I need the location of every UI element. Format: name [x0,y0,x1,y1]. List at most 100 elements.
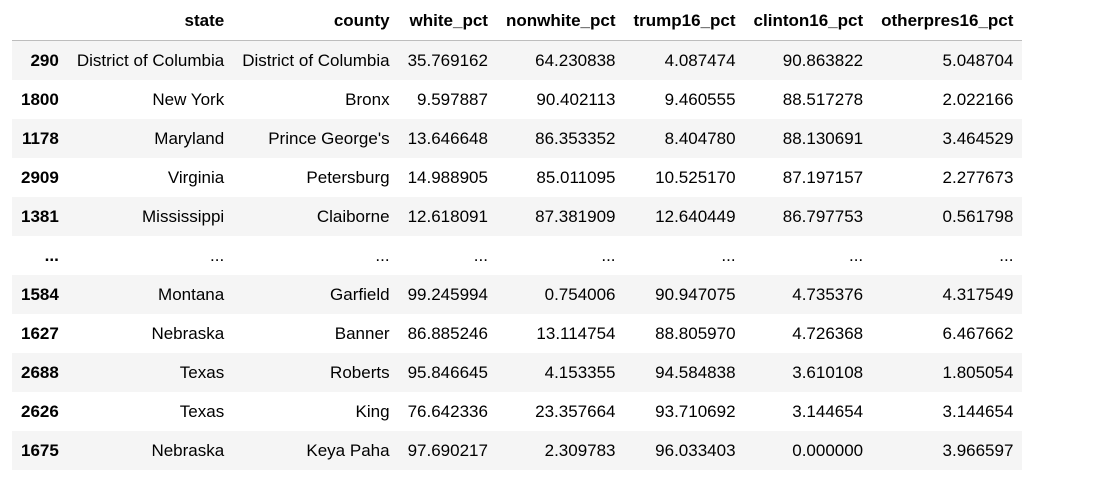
table-header: state county white_pct nonwhite_pct trum… [12,2,1023,41]
cell-county: Keya Paha [306,441,390,460]
table-row: 2909 Virginia Petersburg 14.988905 85.011095… [12,158,1023,197]
row-index: 1627 [21,324,59,343]
cell-state: Montana [158,285,225,304]
cell-nonwhite-pct: ... [601,246,616,265]
cell-county: Claiborne [316,207,390,226]
cell-clinton16-pct: 88.130691 [782,129,864,148]
cell-trump16-pct: 93.710692 [655,402,736,421]
row-index: ... [44,246,59,265]
cell-otherpres16-pct: 3.966597 [942,441,1014,460]
cell-otherpres16-pct: ... [999,246,1014,265]
table-row: 1381 Mississippi Claiborne 12.618091 87.3819… [12,197,1023,236]
table-row: 1627 Nebraska Banner 86.885246 13.114754 88.8… [12,314,1023,353]
cell-otherpres16-pct: 2.022166 [942,90,1014,109]
cell-clinton16-pct: 87.197157 [782,168,864,187]
cell-nonwhite-pct: 0.754006 [544,285,616,304]
cell-nonwhite-pct: 4.153355 [544,363,616,382]
row-index: 1800 [21,90,59,109]
cell-clinton16-pct: 86.797753 [782,207,864,226]
cell-trump16-pct: ... [721,246,736,265]
cell-white-pct: 14.988905 [407,168,488,187]
cell-state: Maryland [154,129,225,148]
cell-clinton16-pct: 3.610108 [792,363,864,382]
cell-clinton16-pct: 88.517278 [782,90,864,109]
row-index: 2909 [21,168,59,187]
cell-clinton16-pct: 90.863822 [782,51,864,70]
cell-state: Virginia [167,168,225,187]
cell-nonwhite-pct: 90.402113 [536,90,616,109]
cell-white-pct: 99.245994 [407,285,488,304]
row-index: 290 [30,51,59,70]
cell-white-pct: 13.646648 [407,129,488,148]
cell-trump16-pct: 12.640449 [655,207,736,226]
table-row: 2626 Texas King 76.642336 23.357664 93.710692… [12,392,1023,431]
cell-trump16-pct: 96.033403 [655,441,736,460]
cell-state: Texas [179,363,225,382]
cell-trump16-pct: 8.404780 [664,129,736,148]
cell-state: Nebraska [151,324,225,343]
cell-otherpres16-pct: 3.144654 [942,402,1014,421]
cell-county: Banner [334,324,390,343]
cell-nonwhite-pct: 87.381909 [535,207,616,226]
column-header-state: state [67,2,234,41]
cell-county: Garfield [330,285,390,304]
row-index: 1584 [21,285,59,304]
cell-state: ... [210,246,225,265]
cell-nonwhite-pct: 86.353352 [535,129,616,148]
row-index: 1178 [21,129,59,148]
cell-nonwhite-pct: 64.230838 [535,51,616,70]
cell-county: Prince George's [268,129,390,148]
cell-clinton16-pct: 4.726368 [792,324,864,343]
column-header-otherpres16-pct: otherpres16_pct [872,2,1023,41]
cell-state: Texas [179,402,225,421]
cell-nonwhite-pct: 2.309783 [544,441,616,460]
dataframe-output: state county white_pct nonwhite_pct trum… [12,2,1023,470]
column-header-trump16-pct: trump16_pct [624,2,745,41]
table-row: 1178 Maryland Prince George's 13.646648 86.3… [12,119,1023,158]
cell-clinton16-pct: ... [848,246,864,265]
row-index: 1381 [21,207,59,226]
cell-white-pct: 35.769162 [407,51,488,70]
column-header-county: county [233,2,399,41]
table-row: 1675 Nebraska Keya Paha 97.690217 2.309783 96… [12,431,1023,470]
cell-trump16-pct: 90.947075 [655,285,736,304]
row-index: 2626 [21,402,59,421]
cell-otherpres16-pct: 1.805054 [942,363,1014,382]
cell-trump16-pct: 88.805970 [655,324,736,343]
table-row: 1584 Montana Garfield 99.245994 0.754006 90.9… [12,275,1023,314]
row-index: 2688 [21,363,59,382]
cell-white-pct: 9.597887 [417,90,488,109]
cell-otherpres16-pct: 2.277673 [942,168,1014,187]
cell-white-pct: 86.885246 [407,324,488,343]
dataframe-table: state county white_pct nonwhite_pct trum… [12,2,1023,470]
cell-county: District of Columbia [242,51,390,70]
column-header-index [12,2,68,41]
cell-nonwhite-pct: 13.114754 [536,324,616,343]
cell-clinton16-pct: 3.144654 [792,402,864,421]
cell-white-pct: 95.846645 [407,363,488,382]
cell-clinton16-pct: 0.000000 [792,441,864,460]
cell-nonwhite-pct: 23.357664 [535,402,616,421]
table-row: 290 District of Columbia District of Colum… [12,40,1023,80]
cell-otherpres16-pct: 3.464529 [942,129,1014,148]
cell-state: Nebraska [151,441,225,460]
cell-county: Bronx [345,90,390,109]
cell-trump16-pct: 9.460555 [664,90,736,109]
cell-trump16-pct: 4.087474 [664,51,736,70]
cell-nonwhite-pct: 85.011095 [536,168,616,187]
cell-otherpres16-pct: 6.467662 [942,324,1014,343]
cell-white-pct: 12.618091 [407,207,488,226]
row-index: 1675 [21,441,59,460]
ellipsis-row: ........................ [12,236,1023,275]
table-body: 290 District of Columbia District of Colum… [12,40,1023,470]
table-row: 1800 New York Bronx 9.597887 90.402113 9.4605… [12,80,1023,119]
cell-trump16-pct: 10.525170 [655,168,736,187]
column-header-nonwhite-pct: nonwhite_pct [496,2,625,41]
cell-white-pct: 97.690217 [407,441,488,460]
cell-otherpres16-pct: 4.317549 [942,285,1014,304]
cell-clinton16-pct: 4.735376 [792,285,864,304]
cell-county: ... [375,246,390,265]
table-row: 2688 Texas Roberts 95.846645 4.153355 94.5848… [12,353,1023,392]
cell-otherpres16-pct: 5.048704 [942,51,1014,70]
header-row: state county white_pct nonwhite_pct trum… [12,2,1023,41]
